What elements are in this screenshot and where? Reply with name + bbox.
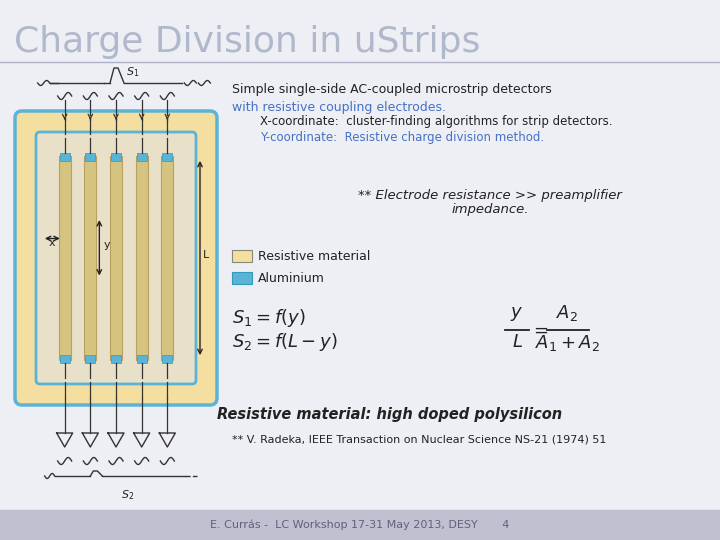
Text: E. Currás -  LC Workshop 17-31 May 2013, DESY       4: E. Currás - LC Workshop 17-31 May 2013, … xyxy=(210,519,510,530)
Bar xyxy=(137,355,147,363)
Text: with resistive coupling electrodes.: with resistive coupling electrodes. xyxy=(232,100,446,113)
Bar xyxy=(58,156,71,360)
Text: $S_2$: $S_2$ xyxy=(121,488,134,502)
Text: ** V. Radeka, IEEE Transaction on Nuclear Science NS-21 (1974) 51: ** V. Radeka, IEEE Transaction on Nuclea… xyxy=(232,435,606,445)
Bar xyxy=(162,355,172,363)
Bar xyxy=(111,355,121,363)
Text: $S_2=f(L-y)$: $S_2=f(L-y)$ xyxy=(232,331,338,353)
Bar xyxy=(110,156,122,360)
Text: ** Electrode resistance >> preamplifier: ** Electrode resistance >> preamplifier xyxy=(358,188,622,201)
Bar xyxy=(111,153,121,161)
Text: Resistive material: Resistive material xyxy=(258,249,370,262)
Text: Y-coordinate:  Resistive charge division method.: Y-coordinate: Resistive charge division … xyxy=(260,131,544,144)
Text: $y$: $y$ xyxy=(510,305,523,323)
Bar xyxy=(86,153,95,161)
Text: Simple single-side AC-coupled microstrip detectors: Simple single-side AC-coupled microstrip… xyxy=(232,84,552,97)
FancyBboxPatch shape xyxy=(36,132,196,384)
Bar xyxy=(60,355,70,363)
Bar xyxy=(162,153,172,161)
Bar xyxy=(137,153,147,161)
Bar xyxy=(161,156,174,360)
Text: $=$: $=$ xyxy=(530,321,549,339)
Bar xyxy=(232,250,252,262)
Bar xyxy=(84,156,96,360)
Text: $A_1+A_2$: $A_1+A_2$ xyxy=(534,333,600,353)
Text: Resistive material: high doped polysilicon: Resistive material: high doped polysilic… xyxy=(217,408,562,422)
Text: Charge Division in uStrips: Charge Division in uStrips xyxy=(14,25,480,59)
Text: $S_1$: $S_1$ xyxy=(126,65,139,79)
Text: $S_1=f(y)$: $S_1=f(y)$ xyxy=(232,307,305,329)
Text: Aluminium: Aluminium xyxy=(258,272,325,285)
Text: $A_2$: $A_2$ xyxy=(556,303,578,323)
Bar xyxy=(0,510,720,540)
Bar xyxy=(135,156,148,360)
Bar xyxy=(60,153,70,161)
Text: y: y xyxy=(104,240,110,250)
Bar xyxy=(86,355,95,363)
Text: X-coordinate:  cluster-finding algorithms for strip detectors.: X-coordinate: cluster-finding algorithms… xyxy=(260,116,613,129)
Text: L: L xyxy=(203,250,210,260)
Text: x: x xyxy=(49,239,55,248)
Text: $L$: $L$ xyxy=(511,333,523,351)
Bar xyxy=(232,272,252,284)
Text: impedance.: impedance. xyxy=(451,204,528,217)
FancyBboxPatch shape xyxy=(15,111,217,405)
